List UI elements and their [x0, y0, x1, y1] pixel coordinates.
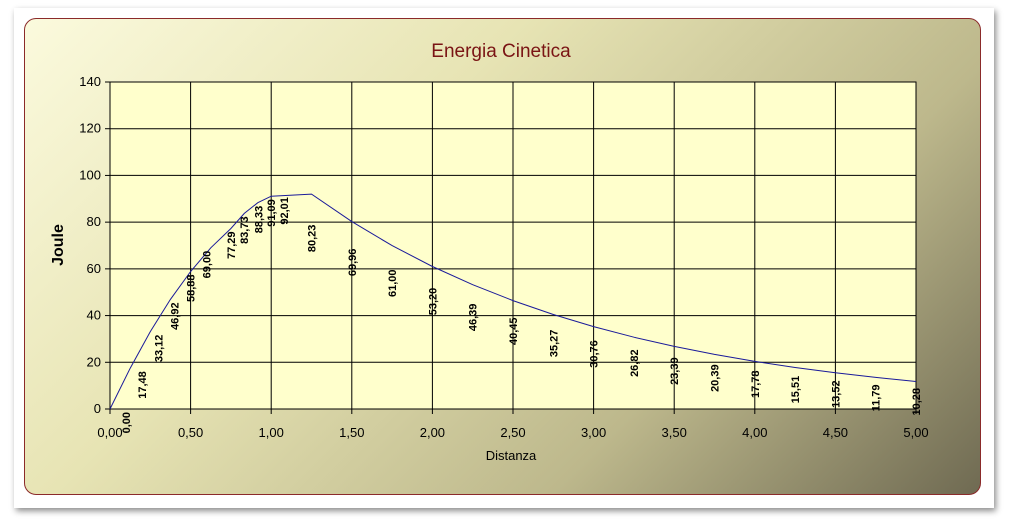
- data-label: 26,82: [629, 349, 641, 377]
- data-label: 0,00: [121, 412, 133, 433]
- x-tick-label: 5,00: [903, 425, 928, 440]
- series-line: [109, 193, 917, 410]
- data-label: 17,78: [750, 371, 762, 399]
- data-label: 69,96: [347, 249, 359, 277]
- data-label: 20,39: [710, 364, 722, 392]
- data-label: 53,20: [427, 288, 439, 316]
- x-tick-label: 2,50: [500, 425, 525, 440]
- data-label: 92,01: [279, 197, 291, 225]
- chart-title: Energia Cinetica: [431, 41, 571, 62]
- x-tick-label: 1,50: [339, 425, 364, 440]
- data-label: 11,79: [871, 385, 883, 412]
- x-tick-label: 0,50: [178, 425, 203, 440]
- data-label: 23,39: [669, 357, 681, 385]
- x-tick-label: 4,00: [742, 425, 767, 440]
- data-label: 58,88: [186, 275, 198, 303]
- data-label: 61,00: [387, 270, 399, 298]
- y-tick-label: 140: [79, 74, 101, 89]
- y-tick-label: 0: [94, 401, 101, 416]
- data-label: 46,92: [170, 302, 182, 330]
- data-label: 40,45: [508, 318, 520, 346]
- x-tick-label: 2,00: [420, 425, 445, 440]
- data-label: 35,27: [548, 330, 560, 358]
- data-label: 13,52: [830, 380, 842, 408]
- y-tick-label: 20: [87, 354, 101, 369]
- x-tick-label: 4,50: [823, 425, 848, 440]
- x-tick-label: 3,00: [581, 425, 606, 440]
- data-label: 91,09: [266, 199, 278, 227]
- data-label: 69,00: [202, 251, 214, 279]
- plot-area: 0 20 40 60 80 100 120 140 0,00 0,50 1,00 1,50 2,00 2,…: [79, 74, 928, 440]
- y-tick-label: 120: [79, 121, 101, 136]
- data-label: 15,51: [790, 376, 802, 404]
- data-label: 77,29: [226, 232, 238, 260]
- x-tick-label: 0,00: [97, 425, 122, 440]
- data-label: 10,28: [911, 388, 923, 416]
- data-label: 83,73: [239, 216, 251, 244]
- data-label: 80,23: [307, 225, 319, 253]
- data-label: 30,76: [589, 340, 601, 368]
- data-label: 17,48: [137, 371, 149, 399]
- y-tick-label: 60: [87, 261, 101, 276]
- y-axis-label: Joule: [50, 224, 67, 266]
- data-label: 88,33: [253, 206, 265, 234]
- x-tick-label: 1,00: [259, 425, 284, 440]
- data-label: 46,39: [468, 304, 480, 332]
- data-label: 33,12: [153, 335, 165, 363]
- y-tick-label: 80: [87, 214, 101, 229]
- y-tick-label: 40: [87, 308, 101, 323]
- y-tick-label: 100: [79, 167, 101, 182]
- x-axis-label: Distanza: [486, 448, 537, 463]
- x-tick-label: 3,50: [662, 425, 687, 440]
